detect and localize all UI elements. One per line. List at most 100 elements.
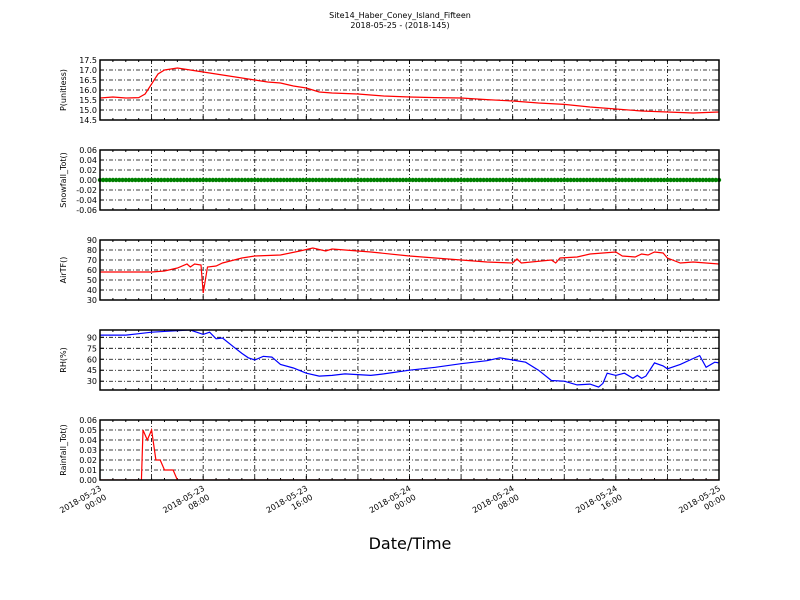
data-point	[255, 177, 261, 183]
data-point	[313, 177, 319, 183]
data-point	[491, 177, 496, 183]
data-point	[613, 177, 619, 183]
data-point	[591, 177, 596, 183]
data-point	[175, 177, 180, 183]
data-point	[555, 177, 561, 183]
data-point	[191, 177, 196, 183]
data-point	[159, 177, 164, 183]
data-point	[362, 177, 367, 183]
data-point	[294, 177, 299, 183]
y-tick-label: 60	[87, 266, 97, 275]
data-point	[184, 177, 190, 183]
data-point	[384, 177, 390, 183]
data-point	[623, 177, 628, 183]
y-tick-label: 40	[87, 286, 97, 295]
data-point	[284, 177, 290, 183]
data-point	[249, 177, 254, 183]
data-point	[710, 177, 715, 183]
data-point	[213, 177, 219, 183]
data-point	[507, 177, 512, 183]
data-point	[162, 177, 167, 183]
data-point	[258, 177, 264, 183]
data-point	[304, 177, 309, 183]
data-point	[681, 177, 686, 183]
data-point	[523, 177, 528, 183]
x-tick-label: 2018-05-2408:00	[471, 484, 521, 524]
data-point	[420, 177, 425, 183]
data-point	[565, 177, 570, 183]
data-point	[355, 177, 361, 183]
y-tick-label: 90	[87, 333, 97, 342]
data-point	[649, 177, 654, 183]
data-point	[497, 177, 502, 183]
y-axis-label: AirTF()	[59, 257, 68, 284]
data-point	[381, 177, 386, 183]
data-point	[171, 177, 177, 183]
data-point	[394, 177, 399, 183]
series-line	[100, 330, 719, 388]
data-point	[410, 177, 415, 183]
y-tick-label: 14.5	[79, 116, 97, 125]
data-point	[678, 177, 683, 183]
data-point	[568, 177, 573, 183]
data-point	[165, 177, 170, 183]
data-point	[404, 177, 409, 183]
data-point	[703, 177, 709, 183]
data-point	[226, 177, 232, 183]
y-tick-label: 30	[87, 296, 97, 305]
data-point	[339, 177, 344, 183]
data-point	[139, 177, 145, 183]
data-point	[639, 177, 644, 183]
data-point	[104, 177, 109, 183]
data-point	[455, 177, 461, 183]
data-point	[413, 177, 419, 183]
data-point	[629, 177, 635, 183]
data-point	[581, 177, 586, 183]
data-point	[349, 177, 354, 183]
data-point	[665, 177, 670, 183]
data-point	[694, 177, 699, 183]
data-point	[358, 177, 364, 183]
y-tick-label: 15.5	[79, 96, 97, 105]
data-point	[368, 177, 374, 183]
data-point	[352, 177, 357, 183]
data-point	[487, 177, 493, 183]
data-point	[494, 177, 499, 183]
y-tick-label: 0.00	[79, 476, 97, 485]
data-point	[291, 177, 296, 183]
data-point	[333, 177, 338, 183]
x-tick-label: 2018-05-2400:00	[368, 484, 418, 524]
data-point	[220, 177, 225, 183]
y-tick-label: 60	[87, 355, 97, 364]
y-tick-label: 75	[87, 344, 97, 353]
y-tick-label: 0.04	[79, 436, 97, 445]
y-axis-label: P(unitless)	[59, 69, 68, 111]
data-point	[288, 177, 293, 183]
y-tick-label: 70	[87, 256, 97, 265]
data-point	[536, 177, 541, 183]
data-point	[329, 177, 335, 183]
x-tick-label: 2018-05-2308:00	[161, 484, 211, 524]
data-point	[645, 177, 651, 183]
data-point	[275, 177, 280, 183]
data-point	[610, 177, 615, 183]
data-point	[107, 177, 112, 183]
data-point	[142, 177, 148, 183]
data-point	[239, 177, 245, 183]
data-point	[652, 177, 657, 183]
data-point	[558, 177, 564, 183]
chart-title: Site14_Haber_Coney_Island_Fifteen	[329, 11, 471, 20]
data-point	[545, 177, 551, 183]
series-line	[100, 67, 719, 114]
data-point	[684, 177, 689, 183]
data-point	[181, 177, 187, 183]
data-point	[207, 177, 212, 183]
data-point	[484, 177, 490, 183]
series-line	[100, 427, 719, 480]
data-point	[587, 177, 593, 183]
data-point	[529, 177, 535, 183]
y-tick-label: 0.05	[79, 426, 97, 435]
data-point	[513, 177, 519, 183]
data-point	[658, 177, 664, 183]
